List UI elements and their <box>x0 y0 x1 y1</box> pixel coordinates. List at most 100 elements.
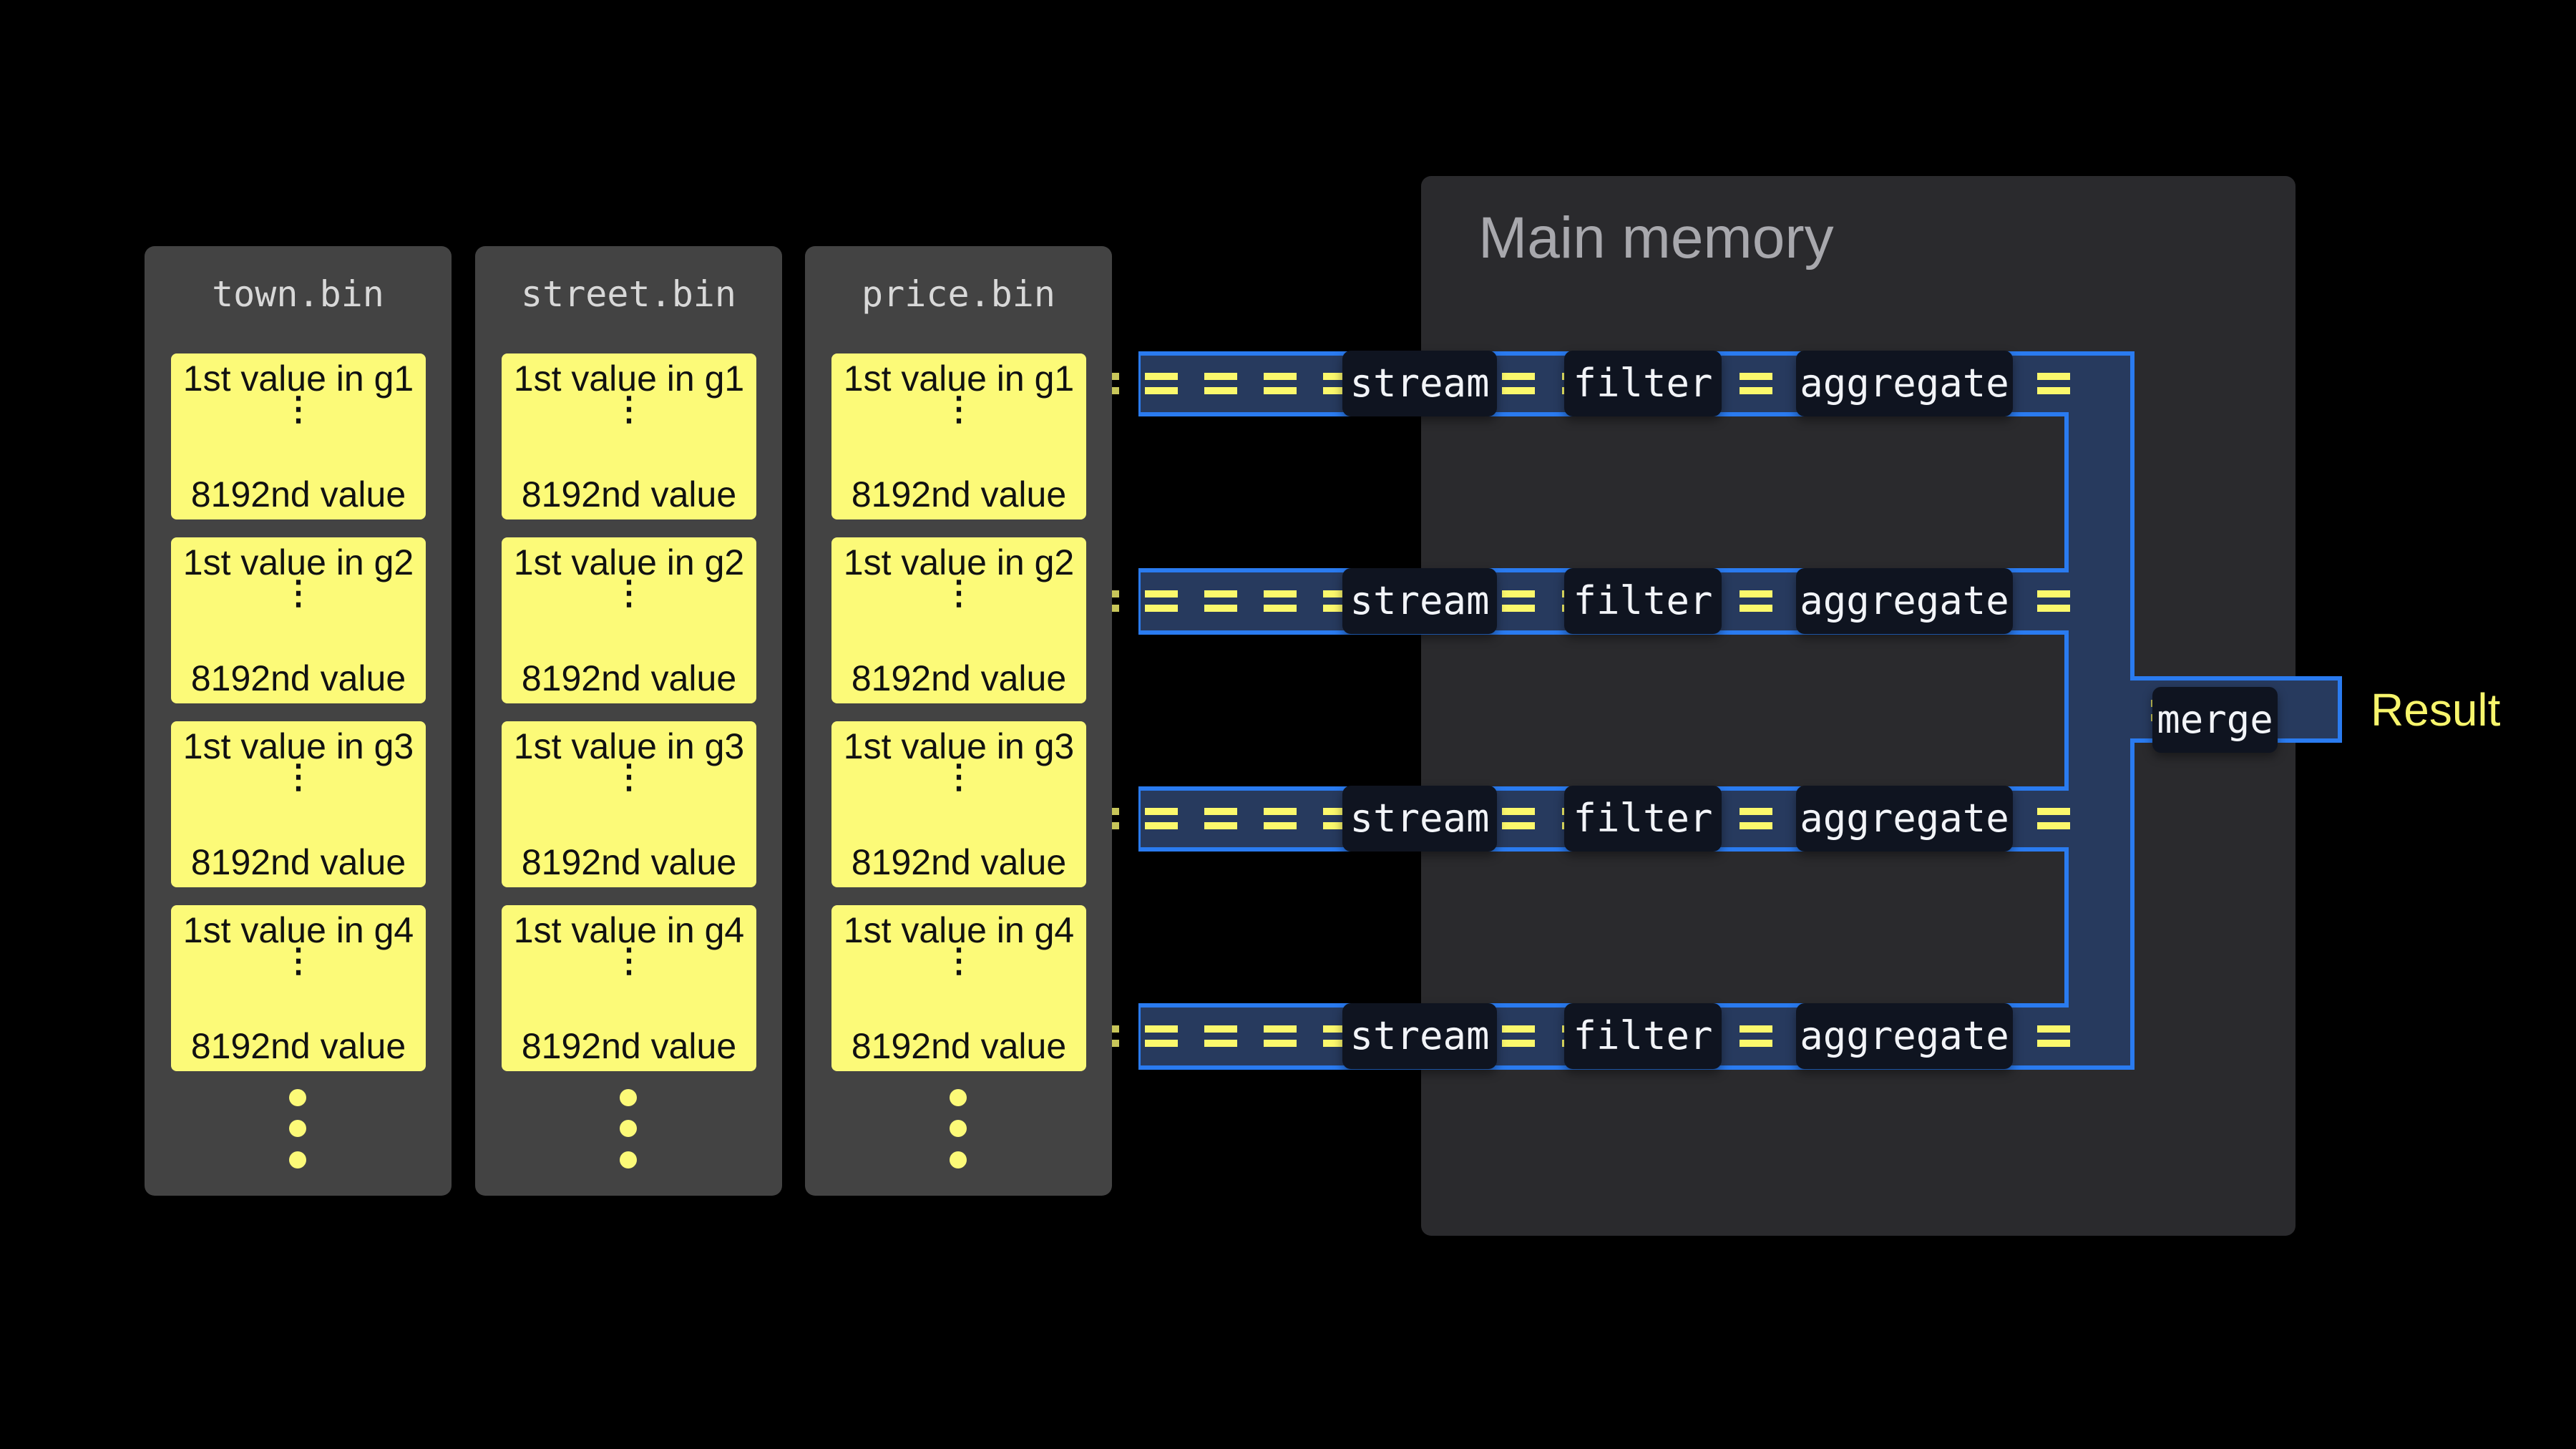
granule-card: 1st value in g4 ⋮ 8192nd value <box>831 905 1086 1071</box>
more-granules-dot-icon <box>950 1151 967 1169</box>
data-flow-marker <box>1323 373 1356 394</box>
granule-last-value: 8192nd value <box>190 658 406 698</box>
flow-marker <box>1112 590 1119 612</box>
data-flow-marker <box>1502 590 1535 612</box>
stage-filter: filter <box>1564 351 1722 416</box>
data-flow-marker <box>1502 373 1535 394</box>
data-flow-marker <box>1323 590 1356 612</box>
data-flow-marker <box>1145 373 1178 394</box>
data-flow-marker <box>2037 373 2070 394</box>
stage-stream: stream <box>1342 568 1497 634</box>
flow-marker <box>1112 808 1119 829</box>
more-granules-dot-icon <box>289 1151 306 1169</box>
granule-last-value: 8192nd value <box>851 474 1067 514</box>
data-flow-marker <box>2037 590 2070 612</box>
granule-first-value: 1st value in g2 <box>182 542 414 582</box>
data-flow-marker <box>1323 808 1356 829</box>
granule-card: 1st value in g1 ⋮ 8192nd value <box>171 353 426 519</box>
column-file-panel: price.bin 1st value in g1 ⋮ 8192nd value… <box>805 246 1112 1196</box>
granule-first-value: 1st value in g3 <box>513 726 745 766</box>
data-flow-marker <box>1264 590 1297 612</box>
column-file-panel: street.bin 1st value in g1 ⋮ 8192nd valu… <box>475 246 782 1196</box>
granule-first-value: 1st value in g2 <box>513 542 745 582</box>
granule-last-value: 8192nd value <box>851 842 1067 882</box>
more-granules-dot-icon <box>620 1151 637 1169</box>
granule-card: 1st value in g3 ⋮ 8192nd value <box>171 721 426 887</box>
data-flow-marker <box>2037 1025 2070 1047</box>
granule-first-value: 1st value in g4 <box>513 910 745 950</box>
data-flow-marker <box>1740 590 1772 612</box>
data-flow-marker <box>1264 373 1297 394</box>
data-flow-marker <box>1145 808 1178 829</box>
data-flow-marker <box>1740 373 1772 394</box>
stage-aggregate: aggregate <box>1796 568 2013 634</box>
more-granules-dot-icon <box>620 1120 637 1137</box>
granule-card: 1st value in g3 ⋮ 8192nd value <box>831 721 1086 887</box>
pipeline-channel-shape <box>1136 351 2342 1070</box>
stage-filter: filter <box>1564 568 1722 634</box>
granule-card: 1st value in g2 ⋮ 8192nd value <box>831 537 1086 703</box>
more-granules-dot-icon <box>950 1120 967 1137</box>
column-file-panel: town.bin 1st value in g1 ⋮ 8192nd value … <box>145 246 452 1196</box>
stage-stream: stream <box>1342 1003 1497 1069</box>
stage-aggregate: aggregate <box>1796 351 2013 416</box>
data-flow-marker <box>1502 1025 1535 1047</box>
granule-last-value: 8192nd value <box>190 842 406 882</box>
granule-card: 1st value in g4 ⋮ 8192nd value <box>502 905 756 1071</box>
data-flow-marker <box>1740 1025 1772 1047</box>
column-file-name: street.bin <box>520 273 737 315</box>
granule-first-value: 1st value in g2 <box>843 542 1075 582</box>
merge-stage: merge <box>2152 687 2278 753</box>
granule-card: 1st value in g2 ⋮ 8192nd value <box>171 537 426 703</box>
granule-last-value: 8192nd value <box>851 1026 1067 1066</box>
stage-aggregate: aggregate <box>1796 1003 2013 1069</box>
data-flow-marker <box>1204 373 1237 394</box>
granule-card: 1st value in g4 ⋮ 8192nd value <box>171 905 426 1071</box>
data-flow-marker <box>1502 808 1535 829</box>
granule-first-value: 1st value in g3 <box>843 726 1075 766</box>
data-flow-marker <box>1204 808 1237 829</box>
granule-card: 1st value in g2 ⋮ 8192nd value <box>502 537 756 703</box>
data-flow-marker <box>1264 808 1297 829</box>
granule-last-value: 8192nd value <box>190 1026 406 1066</box>
granule-last-value: 8192nd value <box>521 1026 737 1066</box>
data-flow-marker <box>1145 590 1178 612</box>
data-flow-marker <box>2037 808 2070 829</box>
more-granules-dot-icon <box>950 1089 967 1106</box>
main-memory-title: Main memory <box>1478 205 1834 270</box>
more-granules-dot-icon <box>289 1120 306 1137</box>
stage-filter: filter <box>1564 1003 1722 1069</box>
granule-first-value: 1st value in g3 <box>182 726 414 766</box>
more-granules-dot-icon <box>620 1089 637 1106</box>
granule-card: 1st value in g3 ⋮ 8192nd value <box>502 721 756 887</box>
granule-first-value: 1st value in g1 <box>182 358 414 399</box>
granule-first-value: 1st value in g4 <box>182 910 414 950</box>
data-flow-marker <box>1740 808 1772 829</box>
column-file-name: price.bin <box>862 273 1055 315</box>
granule-last-value: 8192nd value <box>190 474 406 514</box>
data-flow-marker <box>1204 1025 1237 1047</box>
granule-first-value: 1st value in g4 <box>843 910 1075 950</box>
data-flow-marker <box>1264 1025 1297 1047</box>
more-granules-dot-icon <box>289 1089 306 1106</box>
granule-card: 1st value in g1 ⋮ 8192nd value <box>831 353 1086 519</box>
granule-first-value: 1st value in g1 <box>513 358 745 399</box>
granule-card: 1st value in g1 ⋮ 8192nd value <box>502 353 756 519</box>
granule-last-value: 8192nd value <box>851 658 1067 698</box>
flow-marker <box>1112 373 1119 394</box>
stage-stream: stream <box>1342 351 1497 416</box>
column-file-name: town.bin <box>212 273 384 315</box>
stage-aggregate: aggregate <box>1796 786 2013 852</box>
result-label: Result <box>2371 684 2501 736</box>
granule-first-value: 1st value in g1 <box>843 358 1075 399</box>
data-flow-marker <box>1145 1025 1178 1047</box>
granule-last-value: 8192nd value <box>521 842 737 882</box>
granule-last-value: 8192nd value <box>521 658 737 698</box>
data-flow-marker <box>1204 590 1237 612</box>
data-flow-marker <box>1323 1025 1356 1047</box>
stage-filter: filter <box>1564 786 1722 852</box>
stage-stream: stream <box>1342 786 1497 852</box>
flow-marker <box>1112 1025 1119 1047</box>
granule-last-value: 8192nd value <box>521 474 737 514</box>
